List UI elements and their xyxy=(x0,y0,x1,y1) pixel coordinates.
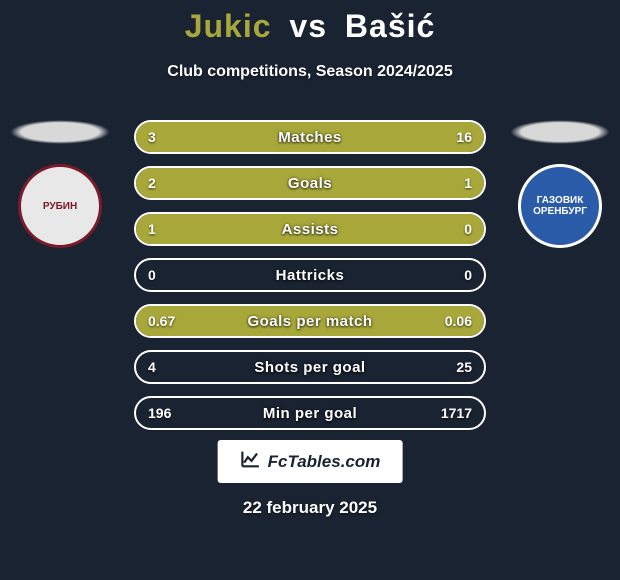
stat-label: Shots per goal xyxy=(136,352,484,382)
stat-label: Hattricks xyxy=(136,260,484,290)
shadow-ellipse-right xyxy=(510,120,610,144)
stat-row: 21Goals xyxy=(134,166,486,200)
club-crest-right: ГАЗОВИК ОРЕНБУРГ xyxy=(518,164,602,248)
brand-badge: FcTables.com xyxy=(218,440,403,483)
stat-label: Assists xyxy=(136,214,484,244)
club-left-name: РУБИН xyxy=(43,201,77,212)
subtitle: Club competitions, Season 2024/2025 xyxy=(0,63,620,81)
stat-label: Min per goal xyxy=(136,398,484,428)
comparison-title: Jukic vs Bašić xyxy=(0,0,620,45)
club-right-column: ГАЗОВИК ОРЕНБУРГ xyxy=(510,120,610,248)
player2-name: Bašić xyxy=(345,8,435,44)
stat-label: Goals xyxy=(136,168,484,198)
club-right-name: ГАЗОВИК ОРЕНБУРГ xyxy=(521,195,599,217)
stat-bars-container: 316Matches 21Goals 10Assists 00Hattricks 0.6… xyxy=(134,120,486,442)
stat-row: 316Matches xyxy=(134,120,486,154)
comparison-date: 22 february 2025 xyxy=(0,498,620,518)
brand-text: FcTables.com xyxy=(268,452,381,472)
stat-row: 425Shots per goal xyxy=(134,350,486,384)
vs-text: vs xyxy=(289,8,327,44)
club-crest-left: РУБИН xyxy=(18,164,102,248)
stat-row: 0.670.06Goals per match xyxy=(134,304,486,338)
shadow-ellipse-left xyxy=(10,120,110,144)
stat-label: Goals per match xyxy=(136,306,484,336)
player1-name: Jukic xyxy=(185,8,272,44)
stat-row: 00Hattricks xyxy=(134,258,486,292)
chart-icon xyxy=(240,448,262,475)
stat-label: Matches xyxy=(136,122,484,152)
stat-row: 1961717Min per goal xyxy=(134,396,486,430)
stat-row: 10Assists xyxy=(134,212,486,246)
club-left-column: РУБИН xyxy=(10,120,110,248)
